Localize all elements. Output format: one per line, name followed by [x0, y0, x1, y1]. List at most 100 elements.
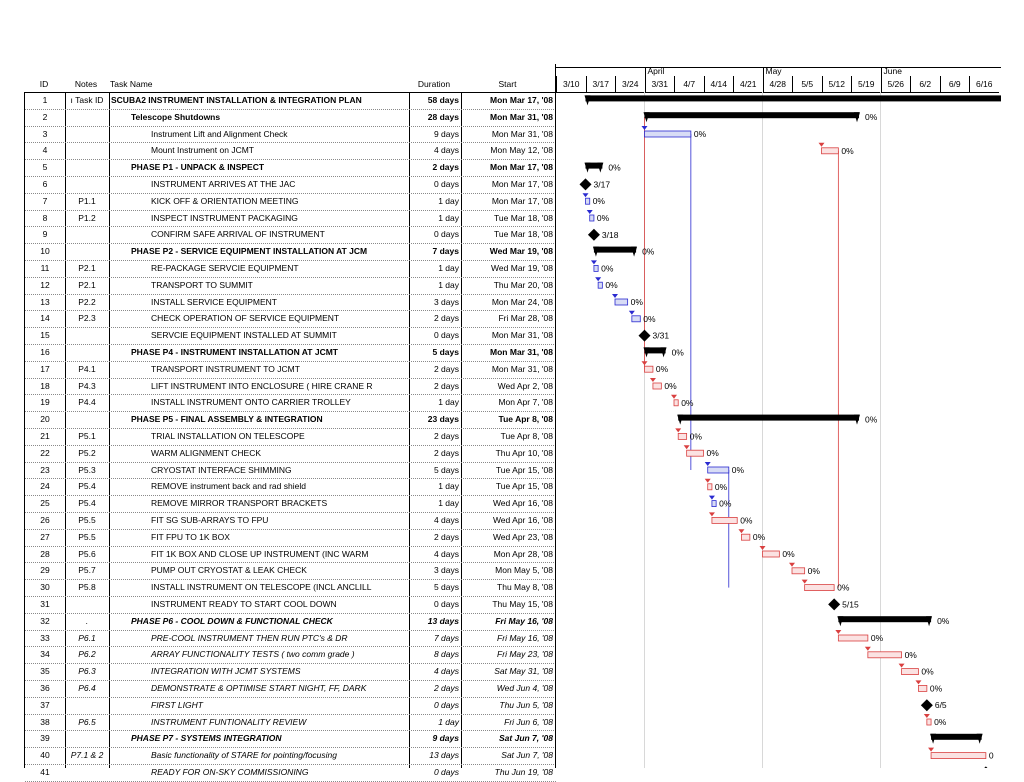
bar-label: 0% [865, 415, 878, 425]
task-start: Mon Mar 31, '08 [491, 128, 553, 139]
task-start: Thu May 8, '08 [497, 582, 553, 593]
table-row[interactable]: 22 P5.2 WARM ALIGNMENT CHECK 2 days Thu Apr … [25, 445, 556, 463]
dependency-arrow [789, 562, 795, 567]
summary-cap [930, 733, 937, 744]
task-bar [631, 315, 641, 323]
week-label: 4/28 [762, 76, 792, 93]
table-row[interactable]: 6 INSTRUMENT ARRIVES AT THE JAC 0 days Mon … [25, 176, 556, 194]
task-id: 26 [40, 515, 50, 525]
summary-bar [644, 112, 860, 119]
task-name: TRANSPORT INSTRUMENT TO JCMT [151, 363, 300, 374]
task-id: 6 [42, 179, 48, 189]
summary-cap [584, 162, 591, 173]
task-bar [597, 281, 603, 289]
bar-label: 0% [656, 364, 669, 374]
table-row[interactable]: 36 P6.4 DEMONSTRATE & OPTIMISE START NIGHT… [25, 680, 556, 698]
table-row[interactable]: 35 P6.3 INTEGRATION WITH JCMT SYSTEMS 4 day… [25, 663, 556, 681]
table-row[interactable]: 25 P5.4 REMOVE MIRROR TRANSPORT BRACKETS 1 … [25, 495, 556, 513]
table-row[interactable]: 37 FIRST LIGHT 0 days Thu Jun 5, '08 [25, 697, 556, 715]
task-start: Fri May 16, '08 [497, 632, 553, 643]
table-row[interactable]: 31 INSTRUMENT READY TO START COOL DOWN 0 d… [25, 596, 556, 614]
task-notes: P5.3 [78, 464, 96, 475]
table-row[interactable]: 41 READY FOR ON-SKY COMMISSIONING 0 days Th… [25, 764, 556, 782]
table-row[interactable]: 33 P6.1 PRE-COOL INSTRUMENT THEN RUN PTC's… [25, 630, 556, 648]
table-row[interactable]: 12 P2.1 TRANSPORT TO SUMMIT 1 day Thu Mar 20… [25, 277, 556, 295]
task-id: 8 [42, 212, 48, 223]
task-notes: P6.2 [78, 649, 96, 660]
week-label: 5/26 [880, 76, 910, 93]
bar-label: 0% [841, 146, 854, 156]
table-row[interactable]: 28 P5.6 FIT 1K BOX AND CLOSE UP INSTRUMENT… [25, 546, 556, 564]
table-row[interactable]: 3 Instrument Lift and Alignment Check 9 da… [25, 126, 556, 144]
task-id: 21 [40, 431, 50, 441]
task-id: 22 [40, 447, 50, 458]
table-row[interactable]: 2 Telescope Shutdowns 28 days Mon Mar 31, '… [25, 109, 556, 127]
table-row[interactable]: 18 P4.3 LIFT INSTRUMENT INTO ENCLOSURE ( H… [25, 378, 556, 396]
table-row[interactable]: 20 PHASE P5 - FINAL ASSEMBLY & INTEGRATIO… [25, 411, 556, 429]
task-name: DEMONSTRATE & OPTIMISE START NIGHT, FF, … [151, 683, 367, 693]
table-row[interactable]: 4 Mount Instrument on JCMT 4 days Mon May 1… [25, 142, 556, 161]
table-row[interactable]: 17 P4.1 TRANSPORT INSTRUMENT TO JCMT 2 days… [25, 361, 556, 379]
table-row[interactable]: 14 P2.3 CHECK OPERATION OF SERVICE EQUIPME… [25, 310, 556, 329]
table-row[interactable]: 23 P5.3 CRYOSTAT INTERFACE SHIMMING 5 days T… [25, 462, 556, 480]
table-row[interactable]: 34 P6.2 ARRAY FUNCTIONALITY TESTS ( two co… [25, 646, 556, 665]
table-row[interactable]: 29 P5.7 PUMP OUT CRYOSTAT & LEAK CHECK 3 da… [25, 562, 556, 581]
table-row[interactable]: 9 CONFIRM SAFE ARRIVAL OF INSTRUMENT 0 day… [25, 226, 556, 245]
task-name: PHASE P1 - UNPACK & INSPECT [131, 162, 265, 173]
task-notes: P2.1 [78, 263, 96, 273]
table-row[interactable]: 30 P5.8 INSTALL INSTRUMENT ON TELESCOPE (I… [25, 579, 556, 597]
gantt-bars: 0%0%0%0%3/170%0%3/180%0%0%0%0%3/310%0%0%… [579, 92, 1001, 768]
task-bar [930, 752, 987, 759]
task-duration: 58 days [427, 95, 459, 105]
task-id: 35 [40, 666, 50, 677]
summary-bar [678, 414, 860, 421]
table-row[interactable]: 21 P5.1 TRIAL INSTALLATION ON TELESCOPE 2 d… [25, 428, 556, 446]
bar-label: 0% [740, 515, 753, 525]
table-row[interactable]: 7 P1.1 KICK OFF & ORIENTATION MEETING 1 day… [25, 193, 556, 211]
week-label: 5/12 [821, 76, 851, 93]
table-row[interactable]: 11 P2.1 RE-PACKAGE SERVCIE EQUIPMENT 1 day W… [25, 260, 556, 278]
summary-cap [643, 347, 650, 358]
summary-bar [585, 162, 603, 169]
summary-cap [976, 733, 983, 744]
dependency-arrow [708, 495, 715, 500]
task-bar [707, 483, 713, 491]
table-row[interactable]: 15 SERVCIE EQUIPMENT INSTALLED AT SUMMIT 0… [25, 327, 556, 345]
bar-label: 0% [871, 633, 884, 643]
table-row[interactable]: 8 P1.2 INSPECT INSTRUMENT PACKAGING 1 day T… [25, 210, 556, 228]
summary-cap [677, 414, 684, 425]
task-start: Wed Jun 4, '08 [496, 683, 553, 693]
task-start: Tue Mar 18, '08 [494, 229, 553, 240]
table-row[interactable]: 38 P6.5 INSTRUMENT FUNTIONALITY REVIEW 1 da… [25, 714, 556, 732]
task-name: CHECK OPERATION OF SERVICE EQUIPMENT [151, 313, 340, 324]
milestone-diamond [920, 699, 933, 712]
bar-label: 0% [643, 314, 656, 324]
table-row[interactable]: 19 P4.4 INSTALL INSTRUMENT ONTO CARRIER TR… [25, 394, 556, 413]
table-row[interactable]: 40 P7.1 & 2 Basic functionality of STARE f… [25, 747, 556, 765]
table-row[interactable]: 39 PHASE P7 - SYSTEMS INTEGRATION 9 days Sa… [25, 730, 556, 749]
task-start: Tue Apr 8, '08 [498, 414, 553, 425]
task-notes: P6.3 [78, 666, 96, 677]
week-label: 5/5 [792, 76, 822, 93]
table-row[interactable]: 1 ı Task ID SCUBA2 INSTRUMENT INSTALLATION… [25, 92, 556, 110]
table-row[interactable]: 16 PHASE P4 - INSTRUMENT INSTALLATION AT … [25, 344, 556, 362]
task-id: 2 [42, 111, 48, 122]
task-start: Sat May 31, '08 [494, 666, 553, 677]
milestone-diamond [828, 598, 841, 611]
task-duration: 1 day [438, 481, 459, 492]
task-duration: 1 day [438, 263, 459, 273]
task-start: Mon Mar 24, '08 [491, 296, 553, 307]
table-row[interactable]: 5 PHASE P1 - UNPACK & INSPECT 2 days Mon Ma… [25, 159, 556, 177]
table-row[interactable]: 24 P5.4 REMOVE instrument back and rad shi… [25, 478, 556, 497]
task-id: 15 [40, 330, 50, 341]
table-row[interactable]: 10 PHASE P2 - SERVICE EQUIPMENT INSTALLAT… [25, 243, 556, 261]
task-name: REMOVE instrument back and rad shield [151, 481, 306, 492]
table-row[interactable]: 32. PHASE P6 - COOL DOWN & FUNCTIONAL CHE… [25, 613, 556, 631]
table-row[interactable]: 26 P5.5 FIT SG SUB-ARRAYS TO FPU 4 days Wed … [25, 512, 556, 530]
milestone-diamond [587, 228, 600, 241]
task-start: Mon Mar 17, '08 [491, 195, 553, 206]
bar-label: 0% [597, 213, 610, 223]
table-row[interactable]: 13 P2.2 INSTALL SERVICE EQUIPMENT 3 days Mon… [25, 294, 556, 312]
table-row[interactable]: 27 P5.5 FIT FPU TO 1K BOX 2 days Wed Apr 23,… [25, 529, 556, 547]
summary-bar [644, 347, 666, 354]
